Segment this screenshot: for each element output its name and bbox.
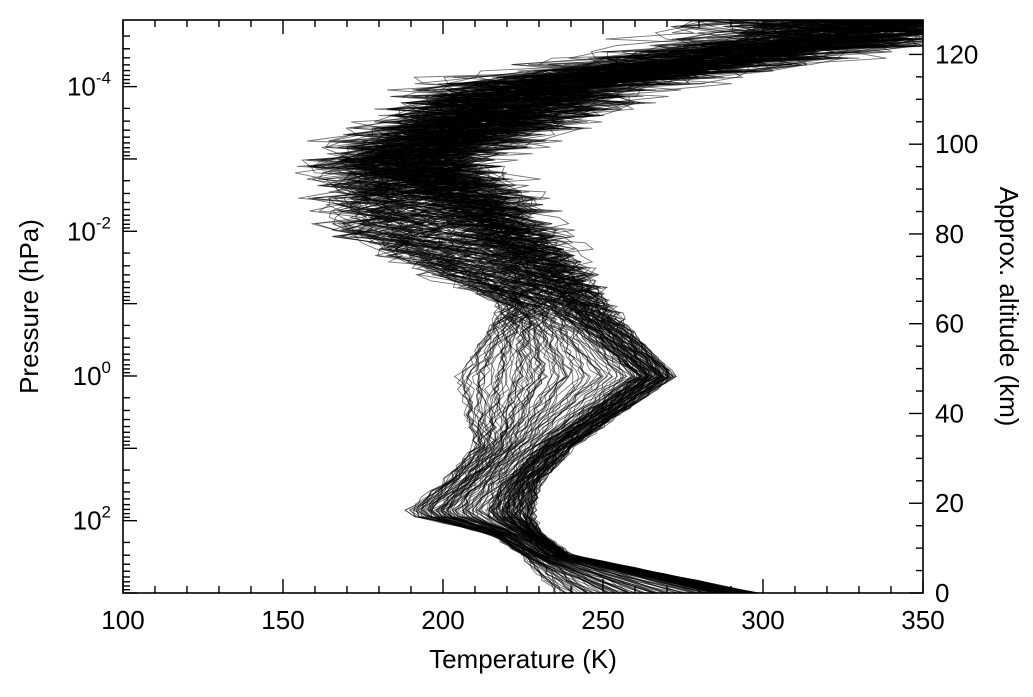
y-axis-left-title: Pressure (hPa) (14, 219, 44, 394)
temperature-profile-line (363, 20, 907, 593)
y-left-tick-label: 10-4 (67, 69, 111, 102)
x-tick-label: 350 (901, 605, 944, 635)
temperature-profile-line (352, 20, 829, 593)
temperature-profile-line (337, 20, 815, 593)
x-tick-label: 150 (261, 605, 304, 635)
plot-frame (122, 19, 924, 594)
y-right-tick-label: 40 (935, 398, 964, 428)
x-tick-label: 300 (741, 605, 784, 635)
x-tick-label: 100 (101, 605, 144, 635)
x-tick-label: 250 (581, 605, 624, 635)
temperature-profile-line (349, 28, 923, 593)
tick-labels: 100 150 200 250 300 350 10-4 10-2 100 102 0 20 40 60 8… (67, 39, 978, 635)
temperature-profile-line (396, 20, 923, 593)
temperature-profile-line (398, 20, 899, 593)
temperature-profile-line (362, 20, 923, 593)
temperature-profile-line (380, 20, 890, 593)
temperature-profile-line (347, 20, 807, 593)
y-right-tick-label: 80 (935, 219, 964, 249)
y-right-tick-label: 120 (935, 39, 978, 69)
x-tick-label: 200 (421, 605, 464, 635)
temperature-profile-line (382, 20, 867, 593)
y-left-tick-label: 102 (73, 503, 111, 536)
y-left-tick-label: 10-2 (67, 213, 111, 246)
axis-ticks (122, 20, 924, 594)
y-right-tick-label: 100 (935, 129, 978, 159)
x-axis-title: Temperature (K) (429, 644, 617, 674)
y-axis-right-title: Approx. altitude (km) (994, 187, 1024, 427)
temperature-profile-line (317, 20, 890, 593)
profile-lines (295, 20, 923, 593)
y-right-tick-label: 20 (935, 488, 964, 518)
y-right-tick-label: 0 (935, 578, 949, 608)
temperature-profile-line (317, 20, 923, 593)
temperature-profile-line (306, 20, 847, 593)
temperature-profile-line (424, 20, 894, 593)
y-right-tick-label: 60 (935, 309, 964, 339)
temperature-profile-line (438, 20, 923, 593)
temperature-profile-line (387, 20, 878, 593)
y-left-tick-label: 100 (73, 358, 111, 391)
